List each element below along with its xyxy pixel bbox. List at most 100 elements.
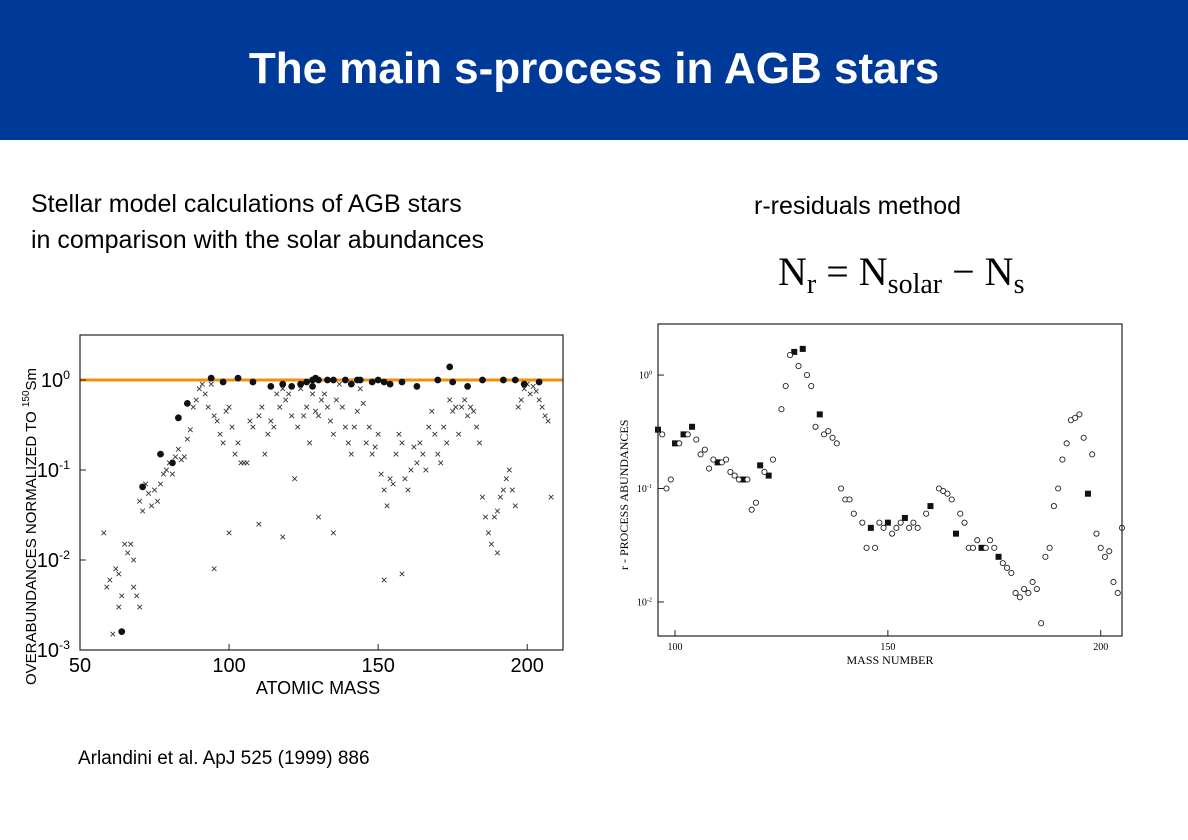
agb-x-axis-label: ATOMIC MASS	[256, 678, 380, 698]
cross-stroke	[381, 487, 387, 493]
open-point	[795, 363, 802, 370]
open-point	[1114, 589, 1121, 597]
cross-point	[473, 424, 480, 430]
filled-point	[315, 376, 322, 384]
cross-point	[145, 490, 152, 496]
cross-stroke	[509, 487, 515, 493]
open-point	[1021, 585, 1028, 593]
cross-point	[485, 530, 492, 536]
cross-stroke	[280, 534, 286, 540]
cross-point	[479, 494, 486, 500]
cross-stroke	[157, 481, 164, 487]
cross-stroke	[211, 413, 217, 419]
cross-point	[312, 408, 319, 414]
cross-point	[381, 487, 387, 493]
open-point	[961, 519, 968, 526]
cross-stroke	[444, 440, 450, 446]
open-point	[897, 519, 904, 526]
cross-point	[244, 460, 250, 466]
open-point	[1080, 434, 1087, 441]
open-point	[1042, 553, 1049, 560]
cross-point	[536, 397, 542, 403]
cross-stroke	[131, 584, 137, 590]
cross-point	[163, 467, 170, 473]
r-chart-marks	[655, 345, 1126, 627]
x-tick-label: 100	[212, 655, 245, 677]
cross-point	[488, 541, 495, 547]
cross-point	[542, 413, 548, 419]
citation: Arlandini et al. ApJ 525 (1999) 886	[78, 748, 370, 769]
open-point	[829, 434, 836, 441]
cross-stroke	[348, 451, 354, 457]
cross-point	[211, 566, 217, 572]
cross-stroke	[497, 494, 504, 500]
open-point	[880, 524, 887, 531]
cross-point	[435, 451, 441, 457]
cross-stroke	[145, 490, 152, 496]
cross-point	[402, 476, 408, 482]
open-point	[667, 476, 674, 483]
filled-point	[309, 382, 316, 390]
cross-point	[369, 451, 375, 457]
cross-point	[283, 397, 289, 403]
open-point	[1008, 569, 1015, 577]
cross-stroke	[324, 404, 331, 410]
cross-point	[330, 530, 337, 536]
cross-point	[414, 460, 420, 466]
open-point	[701, 446, 708, 453]
cross-stroke	[536, 397, 542, 403]
cross-point	[357, 386, 363, 392]
formula-equals-n: = N	[816, 249, 888, 294]
square-point	[927, 503, 934, 510]
cross-stroke	[515, 404, 521, 410]
open-point	[876, 519, 883, 526]
cross-point	[330, 431, 337, 437]
cross-point	[154, 498, 161, 504]
cross-stroke	[545, 418, 551, 424]
cross-stroke	[128, 541, 134, 547]
cross-stroke	[163, 467, 170, 473]
cross-stroke	[262, 451, 268, 457]
open-point	[1097, 544, 1104, 551]
cross-point	[277, 404, 283, 410]
cross-stroke	[414, 460, 420, 466]
formula-sub-r: r	[806, 269, 817, 300]
cross-stroke	[405, 487, 411, 493]
filled-point	[157, 450, 164, 458]
filled-point	[386, 380, 394, 388]
open-point	[1063, 440, 1070, 447]
cross-point	[503, 476, 509, 482]
cross-stroke	[217, 431, 223, 437]
cross-stroke	[330, 431, 337, 437]
filled-point	[207, 374, 215, 382]
filled-point	[118, 628, 126, 636]
cross-stroke	[333, 397, 340, 403]
cross-point	[432, 431, 438, 437]
agb-chart-ticks: 50 100 150 200 100 10-1 10-2 10-3	[37, 368, 544, 677]
cross-point	[223, 408, 229, 414]
cross-stroke	[506, 467, 512, 473]
open-point	[1059, 456, 1066, 463]
cross-point	[393, 451, 399, 457]
filled-point	[330, 376, 337, 384]
cross-point	[184, 436, 190, 442]
filled-point	[297, 380, 305, 388]
cross-point	[110, 631, 116, 637]
cross-stroke	[408, 467, 414, 473]
cross-point	[324, 404, 331, 410]
cross-stroke	[205, 404, 211, 410]
agb-y-axis-label-main: OVERABUNDANCES NORMALIZED TO	[23, 407, 40, 685]
cross-stroke	[271, 424, 277, 430]
cross-stroke	[151, 487, 158, 493]
open-point	[863, 544, 870, 551]
cross-stroke	[286, 391, 292, 397]
cross-point	[262, 451, 268, 457]
cross-stroke	[303, 404, 310, 410]
cross-stroke	[184, 436, 190, 442]
cross-point	[318, 397, 325, 403]
cross-stroke	[339, 404, 345, 410]
cross-point	[119, 593, 125, 599]
cross-stroke	[160, 471, 167, 477]
cross-point	[220, 440, 226, 446]
open-point	[991, 544, 998, 551]
